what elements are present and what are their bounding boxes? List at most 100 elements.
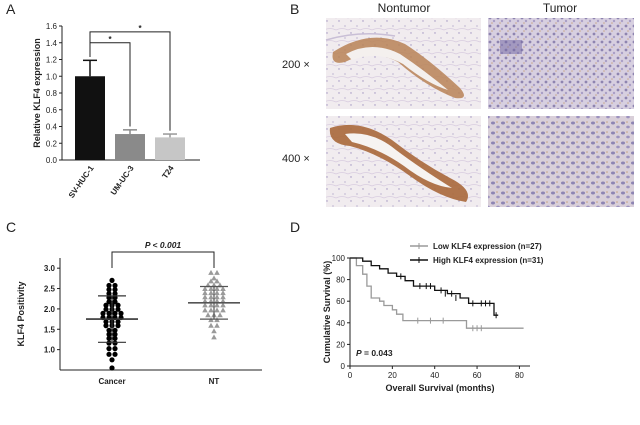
x-tick-label: 60 (473, 371, 482, 380)
micrograph-nontumor-200x (325, 18, 481, 109)
y-tick-label: 1.2 (46, 56, 58, 65)
data-point (103, 302, 109, 308)
data-point (109, 365, 115, 371)
data-point (214, 307, 220, 313)
y-tick-label: 1.0 (44, 346, 56, 355)
x-tick-label: T24 (160, 164, 176, 181)
x-tick-label: NT (209, 377, 220, 386)
data-point (106, 327, 112, 333)
legend-label: Low KLF4 expression (n=27) (433, 242, 542, 251)
data-point (214, 322, 220, 328)
x-tick-label: 80 (515, 371, 524, 380)
x-tick-label: UM-UC-3 (109, 164, 136, 197)
y-tick-label: 100 (332, 254, 346, 263)
data-point (208, 286, 214, 292)
p-value-label: = 0.043 (364, 348, 393, 358)
data-point (211, 275, 217, 281)
row-label-400x: 400 × (282, 153, 310, 165)
data-point (208, 294, 214, 300)
y-tick-label: 2.0 (44, 305, 56, 314)
data-point (202, 286, 208, 292)
data-point (202, 290, 208, 296)
y-tick-label: 0 (341, 362, 346, 371)
data-point (220, 307, 226, 313)
micrograph-tumor-400x (488, 116, 634, 207)
data-point (202, 307, 208, 313)
data-point (109, 277, 115, 283)
p-value-italic: P (356, 348, 362, 358)
y-tick-label: 60 (336, 297, 345, 306)
data-point (115, 306, 121, 312)
x-axis-label: Overall Survival (months) (385, 383, 494, 393)
micrograph-tumor-200x (488, 18, 634, 109)
data-point (103, 323, 109, 329)
data-point (106, 299, 112, 305)
column-header-tumor: Tumor (543, 1, 577, 15)
data-point (112, 331, 118, 337)
data-point (115, 319, 121, 325)
data-point (214, 294, 220, 300)
x-tick-label: 40 (430, 371, 439, 380)
data-point (106, 310, 112, 316)
x-tick-label: Cancer (98, 377, 125, 386)
data-point (115, 323, 121, 329)
data-point (208, 278, 214, 284)
data-point (106, 346, 112, 352)
y-tick-label: 0.2 (46, 139, 58, 148)
data-point (106, 282, 112, 289)
data-point (202, 302, 208, 308)
data-point (214, 278, 220, 284)
data-point (109, 357, 115, 363)
data-point (106, 286, 112, 293)
survival-chart-panel-d: 0 20 40 60 80 100 0 20 40 60 80 Overall Survival (m… (322, 242, 544, 393)
data-point (112, 327, 118, 333)
micrograph-nontumor-400x (326, 116, 481, 207)
data-point (100, 310, 106, 316)
data-point (112, 335, 118, 342)
data-point (220, 294, 226, 300)
data-point (211, 334, 217, 340)
data-point (205, 312, 211, 318)
column-header-nontumor: Nontumor (378, 1, 431, 15)
y-tick-label: 0.4 (46, 123, 58, 132)
y-tick-label: 1.0 (46, 72, 58, 81)
y-tick-label: 40 (336, 319, 345, 328)
significance-star: * (108, 35, 112, 44)
panel-letter-b: B (290, 1, 299, 17)
bar (115, 134, 145, 160)
bar (75, 76, 105, 160)
significance-bracket (111, 251, 215, 268)
y-tick-label: 0.8 (46, 89, 58, 98)
x-tick-label: 0 (348, 371, 353, 380)
y-tick-label: 20 (336, 340, 345, 349)
data-point (220, 302, 226, 308)
data-point (202, 294, 208, 300)
data-point (112, 286, 118, 293)
data-point (106, 291, 112, 297)
data-point (103, 319, 109, 325)
data-point (214, 290, 220, 296)
data-point (112, 310, 118, 316)
y-tick-label: 3.0 (44, 264, 56, 273)
ihc-micrograph-panel: Nontumor Tumor 200 × 400 × (282, 1, 634, 207)
data-point (112, 340, 118, 346)
x-tick-label: 20 (388, 371, 397, 380)
data-point (112, 351, 118, 357)
y-tick-label: 0.6 (46, 106, 58, 115)
data-point (106, 351, 112, 357)
data-point (217, 312, 223, 318)
data-point (220, 286, 226, 292)
significance-star: * (138, 24, 142, 33)
data-point (106, 340, 112, 346)
data-point (214, 302, 220, 308)
x-tick-label: SV-HUC-1 (67, 164, 96, 200)
p-value-label: P < 0.001 (145, 240, 182, 250)
y-tick-label: 2.5 (44, 285, 56, 294)
scatter-chart-panel-c: 1.0 1.5 2.0 2.5 3.0 KLF4 Positivity Cancer NT P … (16, 240, 262, 386)
data-point (208, 302, 214, 308)
y-tick-label: 0.0 (46, 156, 58, 165)
data-point (118, 310, 124, 316)
y-axis-label: KLF4 Positivity (16, 281, 26, 346)
data-point (211, 328, 217, 334)
data-point (208, 307, 214, 313)
